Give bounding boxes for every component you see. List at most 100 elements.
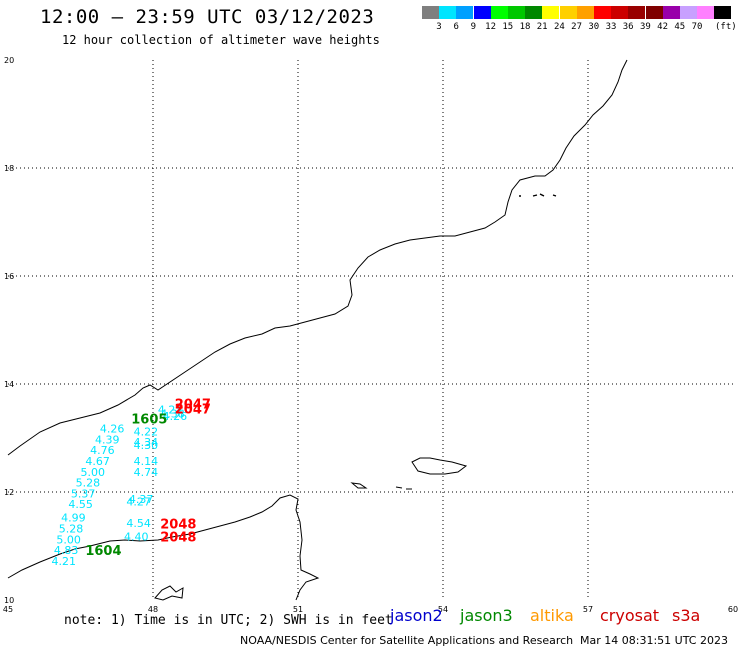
scale-label: 30: [588, 22, 600, 32]
scale-swatch: [714, 6, 732, 19]
wave-height-reading: 5.37: [71, 487, 96, 500]
pass-label: 1605: [131, 412, 167, 427]
wave-height-reading: 4.26: [163, 410, 188, 423]
lat-label: 20: [4, 56, 14, 65]
scale-swatch: [594, 6, 611, 19]
kuria-muria-islands: [519, 193, 557, 197]
lat-label: 12: [4, 488, 14, 497]
scale-swatch: [456, 6, 474, 19]
lat-lon-grid: [8, 60, 733, 600]
wave-height-reading: 4.99: [61, 512, 86, 525]
scale-swatch: [697, 6, 715, 19]
brothers-islets: [395, 486, 412, 490]
lon-label: 57: [583, 605, 593, 614]
pass-label: 2048: [160, 518, 196, 533]
wave-height-reading: 4.74: [134, 466, 159, 479]
wave-height-reading: 5.00: [81, 466, 106, 479]
credit-text: NOAA/NESDIS Center for Satellite Applica…: [240, 634, 574, 647]
scale-swatch: [559, 6, 577, 19]
wave-height-reading: 4.34: [134, 436, 159, 449]
satellite-cryosat: cryosat: [600, 606, 660, 625]
scale-swatch: [611, 6, 629, 19]
longitude-labels: 45 48 51 54 57 60: [3, 605, 738, 614]
coastal-rocks: [154, 585, 184, 601]
scale-swatch: [525, 6, 543, 19]
scale-label: 24: [553, 22, 565, 32]
scale-label: 3: [436, 22, 442, 32]
wave-height-reading: 4.27: [126, 496, 150, 509]
scale-label: 18: [519, 22, 531, 32]
satellite-s3a: s3a: [672, 606, 701, 625]
scale-swatch: [490, 6, 508, 19]
socotra-island: [411, 457, 468, 475]
scale-swatch: [680, 6, 697, 19]
pass-label: 1604: [85, 544, 121, 559]
wave-height-reading: 5.28: [59, 523, 84, 536]
scale-swatch: [473, 6, 491, 19]
wave-height-reading: 4.23: [158, 404, 183, 417]
wave-height-reading: 4.40: [124, 531, 149, 544]
scale-label: 9: [470, 22, 477, 32]
wave-height-reading: 4.26: [100, 423, 125, 436]
wave-height-reading: 4.39: [95, 433, 120, 446]
lat-label: 18: [4, 164, 14, 173]
wave-height-reading: 4.76: [90, 444, 115, 457]
scale-label: 36: [622, 22, 634, 32]
scale-swatch: [508, 6, 525, 19]
lon-label: 45: [3, 605, 13, 614]
wave-height-reading: 4.54: [126, 517, 150, 530]
wave-height-reading: 5.00: [56, 533, 80, 546]
lon-label: 60: [728, 605, 738, 614]
scale-swatch: [645, 6, 663, 19]
timestamp-text: Mar 14 08:31:51 UTC 2023: [580, 634, 728, 647]
scale-swatch: [439, 6, 457, 19]
wave-height-reading: 4.55: [68, 498, 93, 511]
arabian-coastline: [7, 59, 628, 456]
pass-label: 2047: [175, 403, 211, 418]
wave-height-reading: 4.67: [85, 455, 110, 468]
wave-height-reading: 4.38: [160, 407, 185, 420]
scale-swatch: [662, 6, 680, 19]
scale-unit: (ft): [715, 22, 737, 32]
wave-height-reading: 4.37: [129, 493, 154, 506]
scale-label: 42: [657, 22, 669, 32]
scale-swatch: [542, 6, 560, 19]
scale-label: 21: [536, 22, 548, 32]
pass-label: 2047: [175, 397, 211, 412]
wave-height-reading: 4.83: [54, 544, 79, 557]
wave-height-reading: 4.21: [52, 555, 77, 568]
abd-al-kuri-island: [350, 482, 368, 489]
latitude-labels: 20 18 16 14 12 10: [4, 56, 14, 605]
wave-height-reading: 4.30: [134, 439, 159, 452]
wave-height-reading: 5.28: [76, 477, 101, 490]
scale-label: 15: [502, 22, 514, 32]
lat-label: 10: [4, 596, 14, 605]
wave-height-reading: 4.14: [134, 455, 159, 468]
scale-label: 27: [571, 22, 583, 32]
wave-height-reading: 4.22: [134, 425, 159, 438]
scale-label: 12: [485, 22, 497, 32]
footer-note: note: 1) Time is in UTC; 2) SWH is in fe…: [64, 613, 393, 628]
scale-label: 45: [674, 22, 686, 32]
scale-label: 6: [453, 22, 459, 32]
lon-label: 51: [293, 605, 303, 614]
coastline: [7, 59, 628, 601]
satellite-altika: altika: [530, 606, 574, 625]
scale-label: 39: [639, 22, 651, 32]
wave-height-readings: 4.234.264.384.264.394.764.675.005.285.37…: [52, 404, 188, 568]
satellite-jason2: jason2: [390, 606, 443, 625]
pass-label: 2048: [160, 531, 196, 546]
lat-label: 14: [4, 380, 14, 389]
map-title: 12:00 — 23:59 UTC 03/12/2023: [40, 6, 375, 28]
scale-swatch: [422, 6, 439, 19]
scale-swatch: [628, 6, 646, 19]
lat-label: 16: [4, 272, 14, 281]
lon-label: 54: [438, 605, 448, 614]
scale-label: 33: [605, 22, 617, 32]
lon-label: 48: [148, 605, 158, 614]
scale-label: 70: [691, 22, 703, 32]
satellite-jason3: jason3: [460, 606, 513, 625]
somali-coastline: [7, 494, 320, 601]
